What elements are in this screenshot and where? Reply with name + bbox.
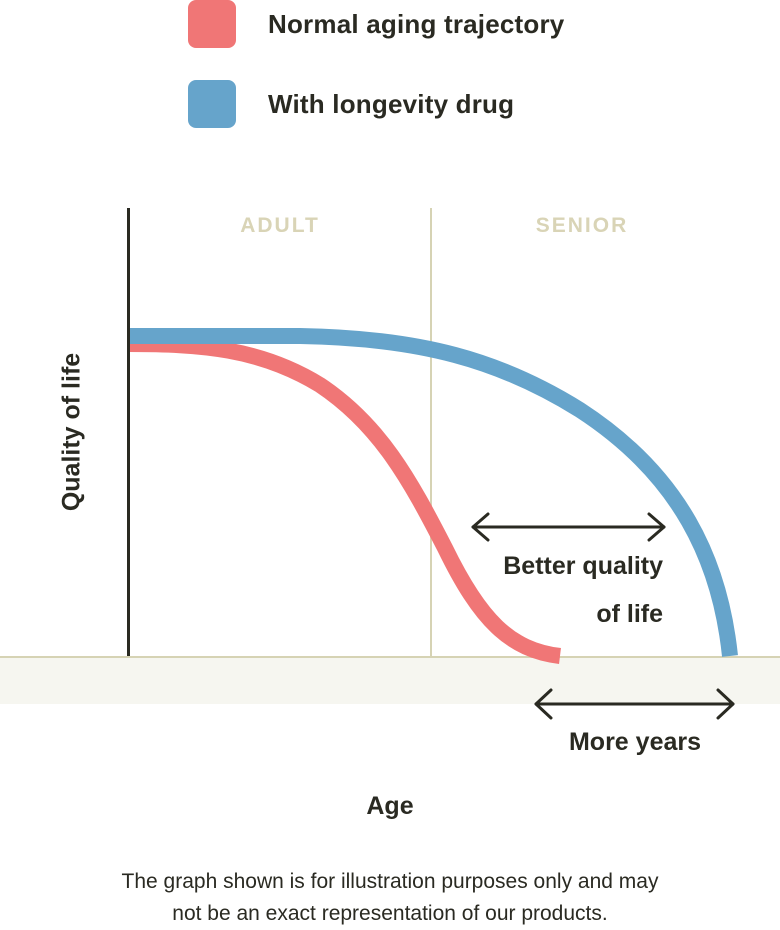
phase-label-senior: SENIOR [535, 214, 629, 237]
ground-band [0, 656, 780, 704]
disclaimer: The graph shown is for illustration purp… [0, 866, 780, 930]
series-normal-aging [127, 336, 562, 664]
legend-swatch-blue [188, 80, 236, 128]
annotation-quality-line1: Better quality [503, 552, 663, 580]
disclaimer-line: not be an exact representation of our pr… [172, 902, 608, 925]
annotation-quality-line2: of life [596, 600, 663, 628]
x-axis-label: Age [366, 792, 414, 820]
double-arrow-icon [471, 512, 666, 542]
legend-item-drug: With longevity drug [188, 80, 514, 128]
legend-item-normal: Normal aging trajectory [188, 0, 564, 48]
legend-label: With longevity drug [268, 88, 515, 119]
series-longevity-drug [128, 328, 738, 657]
y-axis-label: Quality of life [57, 352, 86, 512]
annotation-more-years: More years [568, 728, 702, 756]
legend-label: Normal aging trajectory [268, 8, 565, 39]
disclaimer-line: The graph shown is for illustration purp… [121, 870, 659, 893]
phase-label-adult: ADULT [240, 214, 320, 237]
legend-swatch-red [188, 0, 236, 48]
double-arrow-icon [534, 688, 735, 720]
